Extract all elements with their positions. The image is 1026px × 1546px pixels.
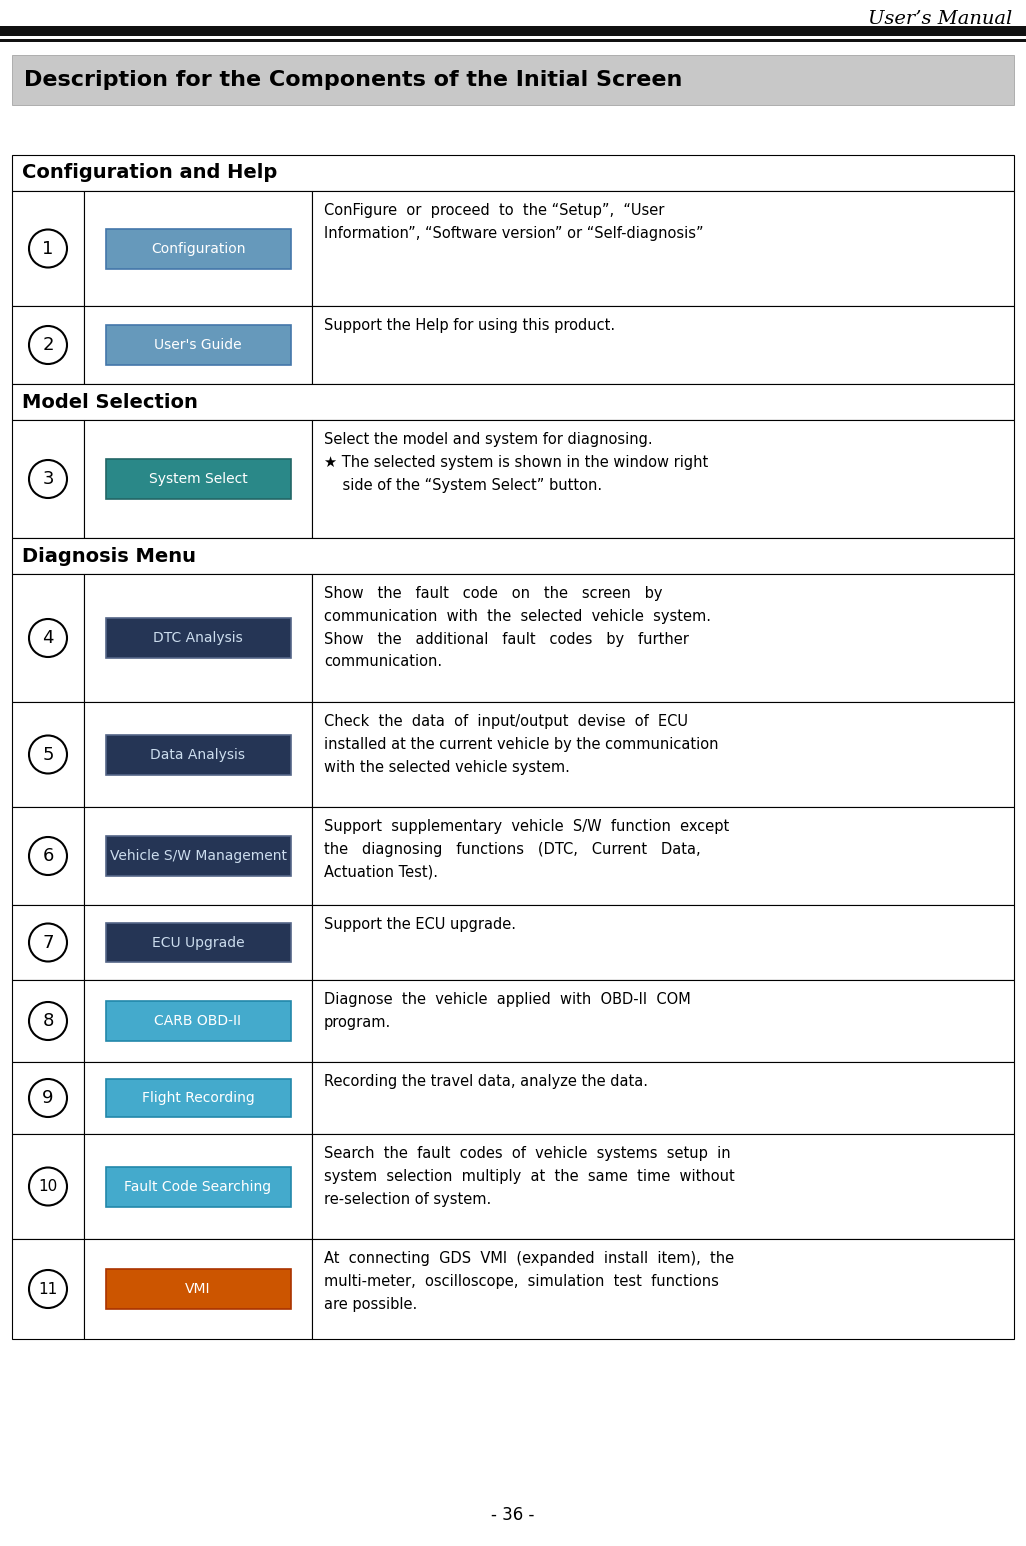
- Bar: [84, 1062, 312, 1135]
- Bar: [312, 1238, 1014, 1339]
- Text: 9: 9: [42, 1088, 53, 1107]
- Bar: [0, 26, 1026, 36]
- Bar: [12, 980, 84, 1062]
- Bar: [106, 459, 290, 499]
- Bar: [84, 192, 312, 306]
- Text: 7: 7: [42, 934, 53, 951]
- Text: Support the Help for using this product.: Support the Help for using this product.: [324, 318, 616, 332]
- Text: Configuration: Configuration: [151, 241, 245, 255]
- Bar: [106, 1079, 290, 1116]
- Text: Fault Code Searching: Fault Code Searching: [124, 1180, 272, 1194]
- Bar: [84, 421, 312, 538]
- Text: Recording the travel data, analyze the data.: Recording the travel data, analyze the d…: [324, 1074, 648, 1088]
- Text: DTC Analysis: DTC Analysis: [153, 631, 243, 645]
- Text: Model Selection: Model Selection: [22, 393, 198, 411]
- Bar: [84, 980, 312, 1062]
- Text: At  connecting  GDS  VMI  (expanded  install  item),  the
multi-meter,  oscillos: At connecting GDS VMI (expanded install …: [324, 1251, 735, 1311]
- Text: Flight Recording: Flight Recording: [142, 1091, 254, 1105]
- Bar: [312, 904, 1014, 980]
- Bar: [106, 1167, 290, 1206]
- Text: VMI: VMI: [186, 1282, 210, 1296]
- Text: User's Guide: User's Guide: [154, 339, 242, 352]
- Text: CARB OBD-II: CARB OBD-II: [155, 1014, 241, 1028]
- Bar: [12, 192, 84, 306]
- Bar: [12, 904, 84, 980]
- Bar: [12, 1135, 84, 1238]
- Text: ECU Upgrade: ECU Upgrade: [152, 935, 244, 949]
- Text: 6: 6: [42, 847, 53, 866]
- Bar: [0, 39, 1026, 42]
- Text: 1: 1: [42, 240, 53, 258]
- Bar: [312, 807, 1014, 904]
- Bar: [12, 702, 84, 807]
- Bar: [106, 836, 290, 877]
- Text: 4: 4: [42, 629, 53, 646]
- Text: 5: 5: [42, 745, 53, 764]
- Bar: [106, 1000, 290, 1040]
- Text: ConFigure  or  proceed  to  the “Setup”,  “User
Information”, “Software version”: ConFigure or proceed to the “Setup”, “Us…: [324, 203, 704, 241]
- Bar: [12, 56, 1014, 105]
- Bar: [312, 702, 1014, 807]
- Text: Diagnosis Menu: Diagnosis Menu: [22, 546, 196, 566]
- Bar: [312, 980, 1014, 1062]
- Bar: [12, 574, 84, 702]
- Text: 10: 10: [38, 1180, 57, 1194]
- Bar: [12, 421, 84, 538]
- Bar: [0, 0, 1026, 56]
- Text: Search  the  fault  codes  of  vehicle  systems  setup  in
system  selection  mu: Search the fault codes of vehicle system…: [324, 1146, 735, 1206]
- Bar: [12, 807, 84, 904]
- Bar: [12, 155, 1014, 192]
- Bar: [12, 1238, 84, 1339]
- Text: Configuration and Help: Configuration and Help: [22, 164, 277, 182]
- Bar: [312, 1062, 1014, 1135]
- Bar: [12, 306, 84, 383]
- Bar: [312, 421, 1014, 538]
- Bar: [106, 734, 290, 775]
- Text: Check  the  data  of  input/output  devise  of  ECU
installed at the current veh: Check the data of input/output devise of…: [324, 714, 718, 775]
- Bar: [312, 192, 1014, 306]
- Text: Data Analysis: Data Analysis: [151, 748, 245, 762]
- Bar: [84, 306, 312, 383]
- Bar: [84, 904, 312, 980]
- Text: 11: 11: [38, 1282, 57, 1297]
- Text: Show   the   fault   code   on   the   screen   by
communication  with  the  sel: Show the fault code on the screen by com…: [324, 586, 711, 669]
- Text: Support the ECU upgrade.: Support the ECU upgrade.: [324, 917, 516, 932]
- Text: Select the model and system for diagnosing.
★ The selected system is shown in th: Select the model and system for diagnosi…: [324, 431, 708, 493]
- Bar: [12, 538, 1014, 574]
- Text: Description for the Components of the Initial Screen: Description for the Components of the In…: [24, 70, 682, 90]
- Bar: [106, 325, 290, 365]
- Bar: [84, 1238, 312, 1339]
- Bar: [106, 923, 290, 962]
- Bar: [12, 1062, 84, 1135]
- Bar: [84, 1135, 312, 1238]
- Text: Diagnose  the  vehicle  applied  with  OBD-II  COM
program.: Diagnose the vehicle applied with OBD-II…: [324, 993, 690, 1030]
- Bar: [106, 618, 290, 659]
- Text: 2: 2: [42, 335, 53, 354]
- Text: System Select: System Select: [149, 472, 247, 485]
- Text: Vehicle S/W Management: Vehicle S/W Management: [110, 849, 286, 863]
- Text: 3: 3: [42, 470, 53, 489]
- Bar: [12, 383, 1014, 421]
- Text: - 36 -: - 36 -: [491, 1506, 535, 1524]
- Bar: [84, 807, 312, 904]
- Bar: [84, 574, 312, 702]
- Bar: [312, 1135, 1014, 1238]
- Text: User’s Manual: User’s Manual: [868, 9, 1012, 28]
- Bar: [84, 702, 312, 807]
- Text: 8: 8: [42, 1013, 53, 1030]
- Bar: [106, 1269, 290, 1309]
- Text: Support  supplementary  vehicle  S/W  function  except
the   diagnosing   functi: Support supplementary vehicle S/W functi…: [324, 819, 729, 880]
- Bar: [312, 574, 1014, 702]
- Bar: [312, 306, 1014, 383]
- Bar: [106, 229, 290, 269]
